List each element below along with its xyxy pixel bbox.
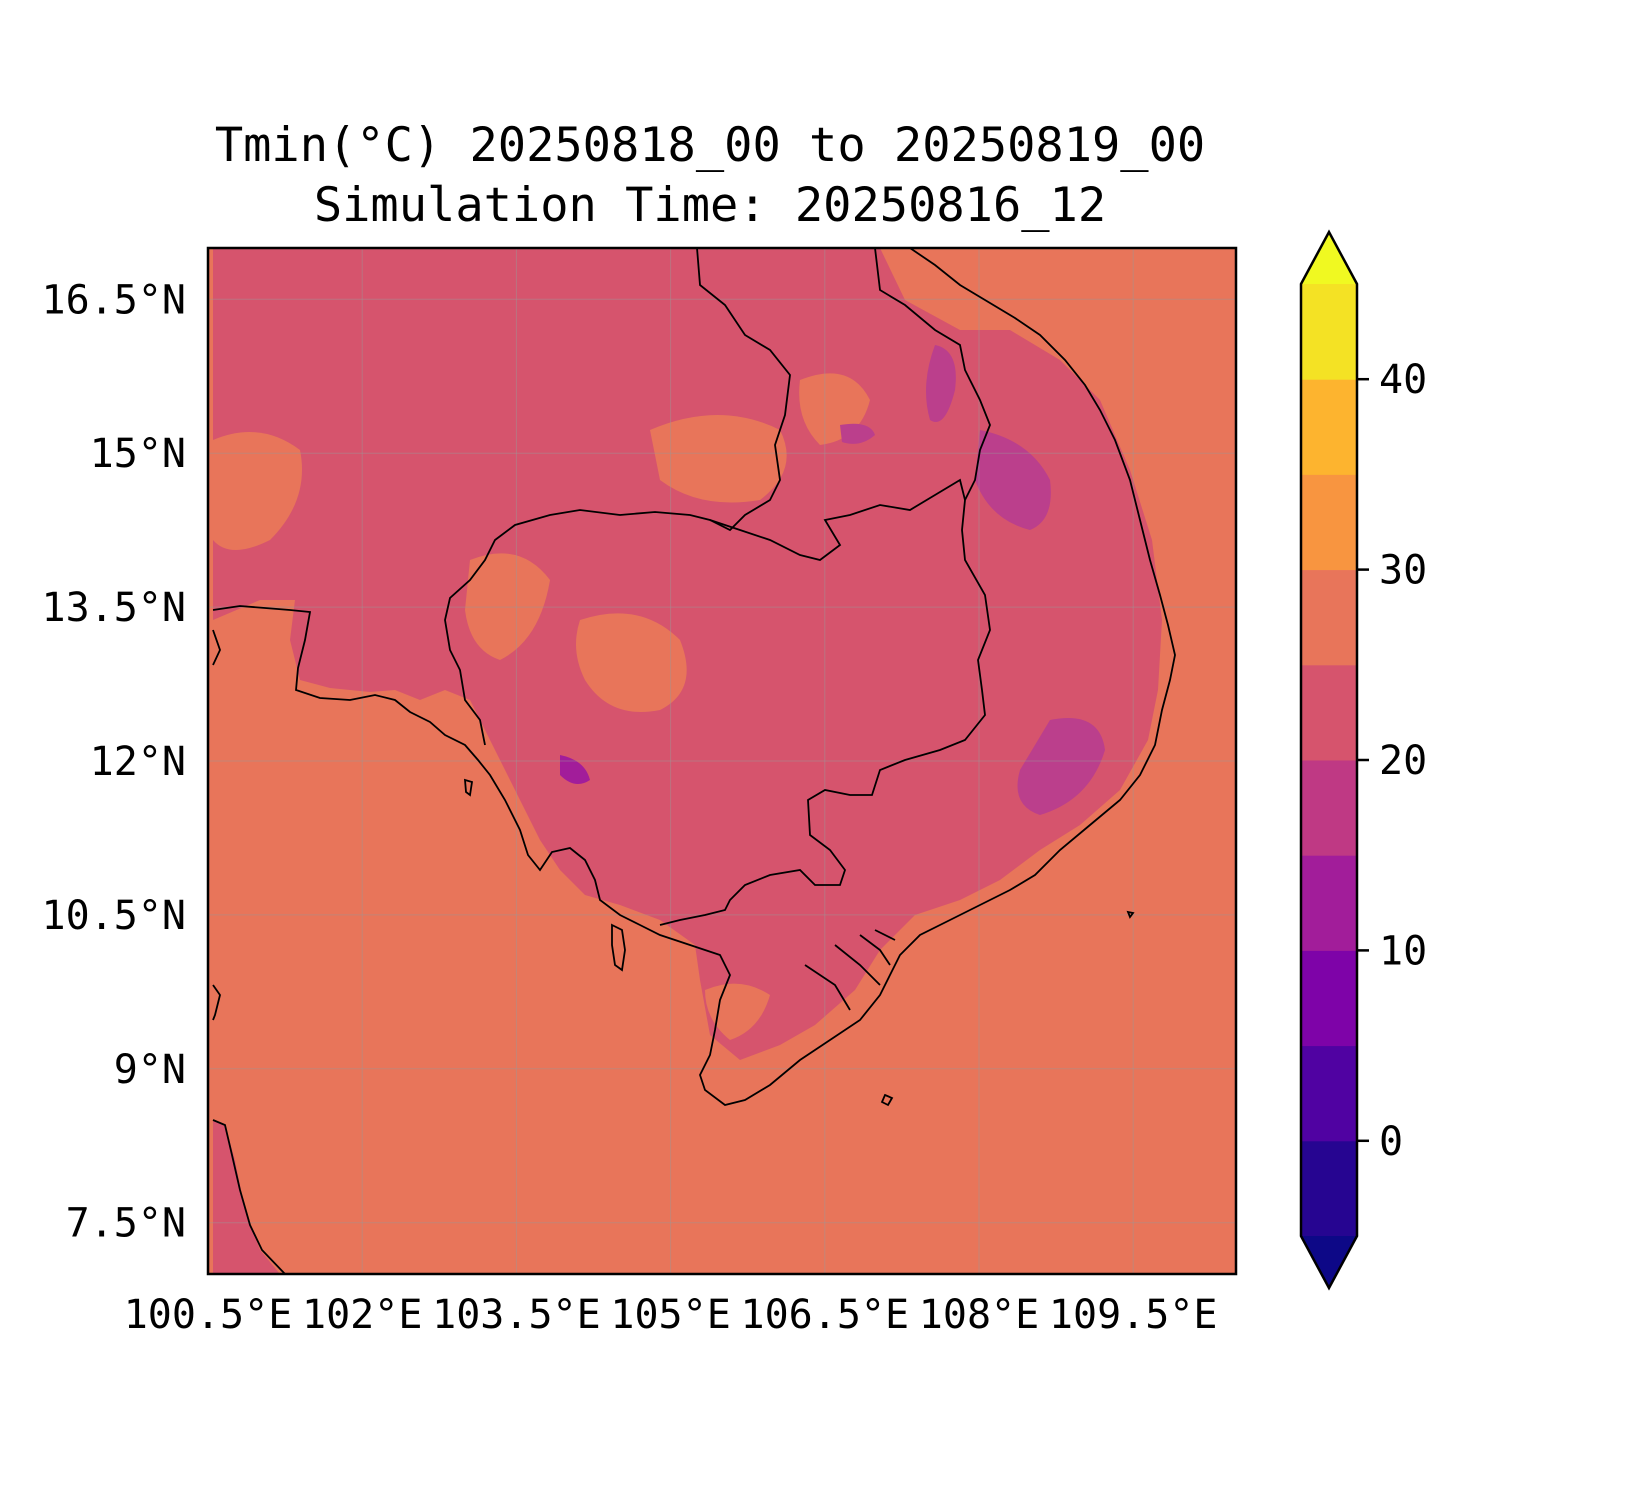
colorbar-ticks: 0 10 20 30 40 (1357, 357, 1427, 1165)
lat-tick-label: 12°N (90, 739, 186, 785)
lat-tick-label: 16.5°N (42, 277, 187, 323)
map-title: Tmin(°C) 20250818_00 to 20250819_00 (214, 118, 1206, 173)
colorbar-tick-label: 10 (1379, 928, 1427, 974)
colorbar-tick-label: 0 (1379, 1119, 1403, 1165)
colorbar-segment (1301, 1140, 1357, 1237)
river-channel (804, 964, 851, 1011)
colorbar-tick-label: 40 (1379, 357, 1427, 403)
cool-patch (926, 345, 956, 422)
country-border (444, 248, 791, 746)
island (1126, 910, 1135, 919)
colorbar-tick-label: 30 (1379, 548, 1427, 594)
lon-tick-label: 105°E (610, 1292, 730, 1338)
warm-patch (650, 415, 787, 503)
warm-patch (465, 553, 550, 660)
island (611, 923, 626, 972)
map-frame (206, 246, 1238, 1276)
coastlines-and-borders (212, 248, 1176, 1274)
cool-patch (1017, 718, 1105, 815)
lat-tick-label: 13.5°N (42, 585, 187, 631)
colorbar-segment (1301, 855, 1357, 951)
colorbar-segment (1301, 379, 1357, 475)
cool-patch (975, 430, 1051, 530)
map-subtitle: Simulation Time: 20250816_12 (313, 178, 1107, 233)
land-temperature-region (213, 248, 1162, 1060)
country-border (709, 478, 966, 561)
colorbar (1299, 229, 1359, 1291)
coastline (212, 248, 1176, 1106)
coastline (212, 629, 221, 666)
colorbar-segment (1301, 474, 1357, 571)
river-channel (874, 929, 896, 941)
lat-tick-label: 15°N (90, 431, 186, 477)
colorbar-segment (1301, 569, 1357, 666)
peninsula-fill (213, 1120, 280, 1274)
coastline (212, 1119, 286, 1274)
lon-tick-label: 103.5°E (432, 1292, 601, 1338)
island (880, 1093, 894, 1107)
colorbar-segment (1301, 760, 1357, 856)
cool-patch (560, 755, 590, 784)
warm-patch (576, 613, 687, 712)
colorbar-outline (1299, 229, 1359, 1291)
lat-tick-label: 10.5°N (42, 893, 187, 939)
gridlines (208, 248, 1236, 1274)
lat-tick-label: 9°N (114, 1047, 186, 1093)
colorbar-segment (1301, 1045, 1357, 1142)
longitude-axis: 100.5°E 102°E 103.5°E 105°E 106.5°E 108°E 109.… (124, 1292, 1218, 1338)
colorbar-over-arrow (1301, 232, 1357, 284)
map-area (208, 248, 1236, 1274)
lon-tick-label: 102°E (302, 1292, 422, 1338)
warm-patch (213, 432, 302, 550)
lon-tick-label: 109.5°E (1049, 1292, 1218, 1338)
lon-tick-label: 100.5°E (124, 1292, 293, 1338)
coastline (212, 984, 221, 1021)
cool-patch (840, 423, 875, 444)
colorbar-under-arrow (1301, 1236, 1357, 1288)
lon-tick-label: 106.5°E (741, 1292, 910, 1338)
river-channel (859, 934, 891, 966)
colorbar-segment (1301, 284, 1357, 380)
lat-tick-label: 7.5°N (66, 1201, 186, 1247)
country-border (659, 248, 991, 926)
island (463, 778, 474, 797)
lon-tick-label: 108°E (919, 1292, 1039, 1338)
colorbar-tick-label: 20 (1379, 738, 1427, 784)
colorbar-segment (1301, 950, 1357, 1047)
river-channel (834, 944, 881, 986)
latitude-axis: 16.5°N 15°N 13.5°N 12°N 10.5°N 9°N 7.5°N (42, 277, 187, 1246)
colorbar-segment (1301, 664, 1357, 761)
